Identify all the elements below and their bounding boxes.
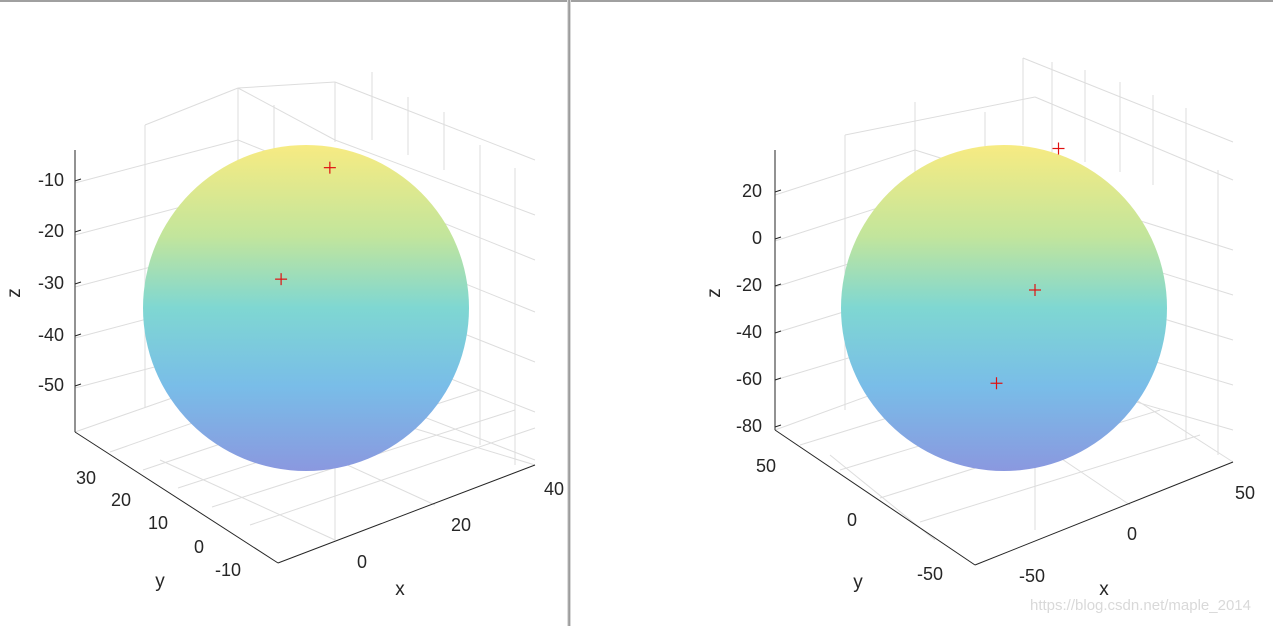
x-tick-label: 40 bbox=[544, 479, 564, 499]
tick-marks bbox=[774, 189, 782, 428]
sphere-surface bbox=[841, 145, 1167, 471]
y-tick-label: -10 bbox=[215, 560, 241, 580]
y-tick-label: 0 bbox=[847, 510, 857, 530]
x-axis-label: x bbox=[1099, 579, 1109, 600]
tick-mark bbox=[774, 330, 782, 334]
y-tick-label: 50 bbox=[756, 456, 776, 476]
subplot-divider[interactable] bbox=[567, 0, 571, 626]
y-axis-label: y bbox=[853, 572, 863, 593]
z-tick-labels: -10 -20 -30 -40 -50 bbox=[38, 170, 64, 395]
right-3d-plot[interactable]: 20 0 -20 -40 -60 -80 50 0 -50 -50 0 50 z… bbox=[571, 0, 1273, 626]
tick-mark bbox=[74, 383, 82, 387]
x-axis-label: x bbox=[395, 579, 405, 600]
tick-mark bbox=[74, 333, 82, 337]
z-tick-label: 20 bbox=[742, 181, 762, 201]
x-tick-label: 50 bbox=[1235, 483, 1255, 503]
y-tick-label: 10 bbox=[148, 513, 168, 533]
axes bbox=[74, 150, 536, 564]
tick-mark bbox=[774, 377, 782, 381]
y-tick-label: 30 bbox=[76, 468, 96, 488]
tick-mark bbox=[774, 236, 782, 240]
watermark: https://blog.csdn.net/maple_2014 bbox=[1030, 597, 1251, 614]
z-tick-label: -80 bbox=[736, 416, 762, 436]
y-tick-labels: 50 0 -50 bbox=[756, 456, 943, 584]
data-markers bbox=[990, 142, 1065, 390]
z-tick-label: -50 bbox=[38, 375, 64, 395]
x-tick-label: 0 bbox=[357, 552, 367, 572]
x-tick-label: 0 bbox=[1127, 524, 1137, 544]
z-tick-labels: 20 0 -20 -40 -60 -80 bbox=[736, 181, 762, 436]
z-tick-label: -40 bbox=[38, 325, 64, 345]
x-tick-label: 20 bbox=[451, 515, 471, 535]
y-tick-labels: 30 20 10 0 -10 bbox=[76, 468, 241, 580]
z-tick-label: -20 bbox=[736, 275, 762, 295]
z-tick-label: -20 bbox=[38, 221, 64, 241]
tick-mark bbox=[74, 178, 82, 182]
y-tick-label: -50 bbox=[917, 564, 943, 584]
data-markers bbox=[275, 161, 336, 286]
tick-mark bbox=[774, 283, 782, 287]
x-tick-label: -50 bbox=[1019, 566, 1045, 586]
z-tick-label: -60 bbox=[736, 369, 762, 389]
tick-mark bbox=[774, 424, 782, 428]
y-axis-label: y bbox=[155, 571, 165, 592]
z-tick-label: -30 bbox=[38, 273, 64, 293]
tick-mark bbox=[74, 229, 82, 233]
tick-marks bbox=[74, 178, 82, 387]
y-tick-label: 0 bbox=[194, 537, 204, 557]
z-axis-label: z bbox=[704, 288, 725, 298]
axes bbox=[774, 150, 1234, 566]
z-tick-label: 0 bbox=[752, 228, 762, 248]
z-tick-label: -10 bbox=[38, 170, 64, 190]
z-axis-label: z bbox=[4, 288, 25, 298]
tick-mark bbox=[774, 189, 782, 193]
x-tick-labels: -50 0 50 bbox=[1019, 483, 1255, 586]
z-tick-label: -40 bbox=[736, 322, 762, 342]
left-3d-plot[interactable]: -10 -20 -30 -40 -50 30 20 10 0 -10 0 20 … bbox=[0, 0, 567, 626]
tick-mark bbox=[74, 281, 82, 285]
y-tick-label: 20 bbox=[111, 490, 131, 510]
sphere-surface bbox=[143, 145, 469, 471]
x-tick-labels: 0 20 40 bbox=[357, 479, 564, 572]
window-top-border bbox=[0, 0, 1273, 2]
